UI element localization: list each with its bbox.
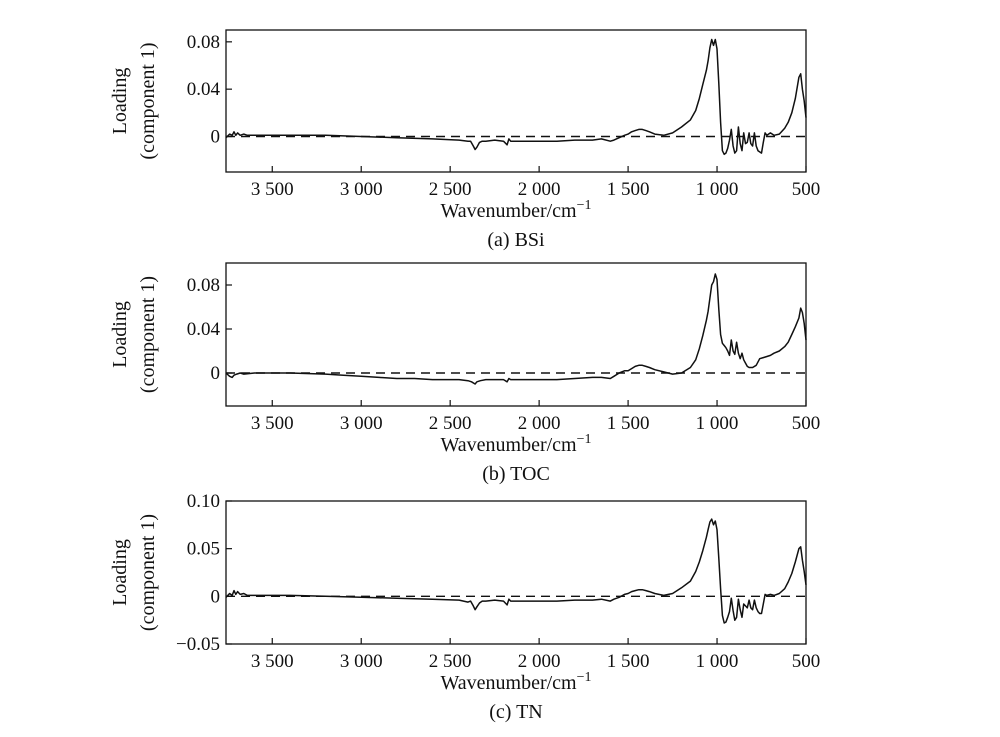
x-tick-label: 1 500 [607, 413, 650, 434]
series-line [225, 518, 807, 624]
x-tick-label: 2 000 [518, 179, 561, 200]
x-tick-label: 500 [792, 413, 821, 434]
y-tick-label: 0.10 [187, 491, 220, 512]
x-tick-label: 500 [792, 179, 821, 200]
y-axis-title-line2: (component 1) [137, 42, 159, 159]
x-tick-label: 1 000 [696, 179, 739, 200]
x-tick-label: 1 500 [607, 179, 650, 200]
y-axis-title-line2: (component 1) [137, 514, 159, 631]
x-axis-title-superscript: −1 [577, 670, 592, 685]
y-tick-label: 0.05 [187, 539, 220, 560]
y-axis-title-line1: Loading [109, 68, 131, 135]
y-axis-title-line1: Loading [109, 539, 131, 606]
chart-panel-2: −0.05 0 0.05 0.10 3 500 3 000 2 500 2 000 1 500 1… [109, 491, 820, 723]
plot-frame [225, 262, 807, 407]
x-tick-label: 2 500 [429, 413, 472, 434]
x-tick-label: 500 [792, 651, 821, 672]
x-tick-label: 1 500 [607, 651, 650, 672]
x-tick-label: 1 000 [696, 413, 739, 434]
plot-frame [225, 29, 807, 173]
x-tick-label: 2 500 [429, 651, 472, 672]
x-tick-label: 3 000 [340, 179, 383, 200]
series-line [225, 273, 807, 385]
y-axis-title-line1: Loading [109, 301, 131, 368]
x-tick-label: 3 000 [340, 413, 383, 434]
y-tick-label: 0.08 [187, 32, 220, 53]
x-axis-title-superscript: −1 [577, 198, 592, 213]
panel-caption: (b) TOC [482, 463, 550, 485]
y-tick-label: −0.05 [176, 634, 220, 655]
y-tick-label: 0.08 [187, 275, 220, 296]
x-tick-label: 2 500 [429, 179, 472, 200]
x-axis-title: Wavenumber/cm−1 [440, 670, 591, 694]
x-axis-title-text: Wavenumber/cm [440, 434, 577, 456]
x-tick-label: 2 000 [518, 413, 561, 434]
x-tick-label: 2 000 [518, 651, 561, 672]
chart-panel-1: 0 0.04 0.08 3 500 3 000 2 500 2 000 1 500 1 000 5… [109, 262, 821, 485]
x-tick-label: 1 000 [696, 651, 739, 672]
y-tick-label: 0 [211, 363, 221, 384]
x-axis-title-text: Wavenumber/cm [440, 672, 577, 694]
y-tick-label: 0.04 [187, 79, 221, 100]
y-tick-label: 0 [211, 586, 221, 607]
y-axis-title-line2: (component 1) [137, 276, 159, 393]
panel-caption: (a) BSi [487, 229, 545, 251]
x-axis-title: Wavenumber/cm−1 [440, 198, 591, 222]
series-line [225, 38, 807, 156]
panel-caption: (c) TN [489, 701, 543, 723]
plot-frame [225, 500, 807, 645]
y-tick-label: 0 [211, 127, 221, 148]
x-axis-title-text: Wavenumber/cm [440, 200, 577, 222]
x-axis-title-superscript: −1 [577, 432, 592, 447]
x-tick-label: 3 500 [251, 413, 294, 434]
x-tick-label: 3 500 [251, 651, 294, 672]
x-tick-label: 3 500 [251, 179, 294, 200]
y-tick-label: 0.04 [187, 319, 221, 340]
x-tick-label: 3 000 [340, 651, 383, 672]
x-axis-title: Wavenumber/cm−1 [440, 432, 591, 456]
chart-panel-0: 0 0.04 0.08 3 500 3 000 2 500 2 000 1 500 1 000 5… [109, 29, 821, 251]
